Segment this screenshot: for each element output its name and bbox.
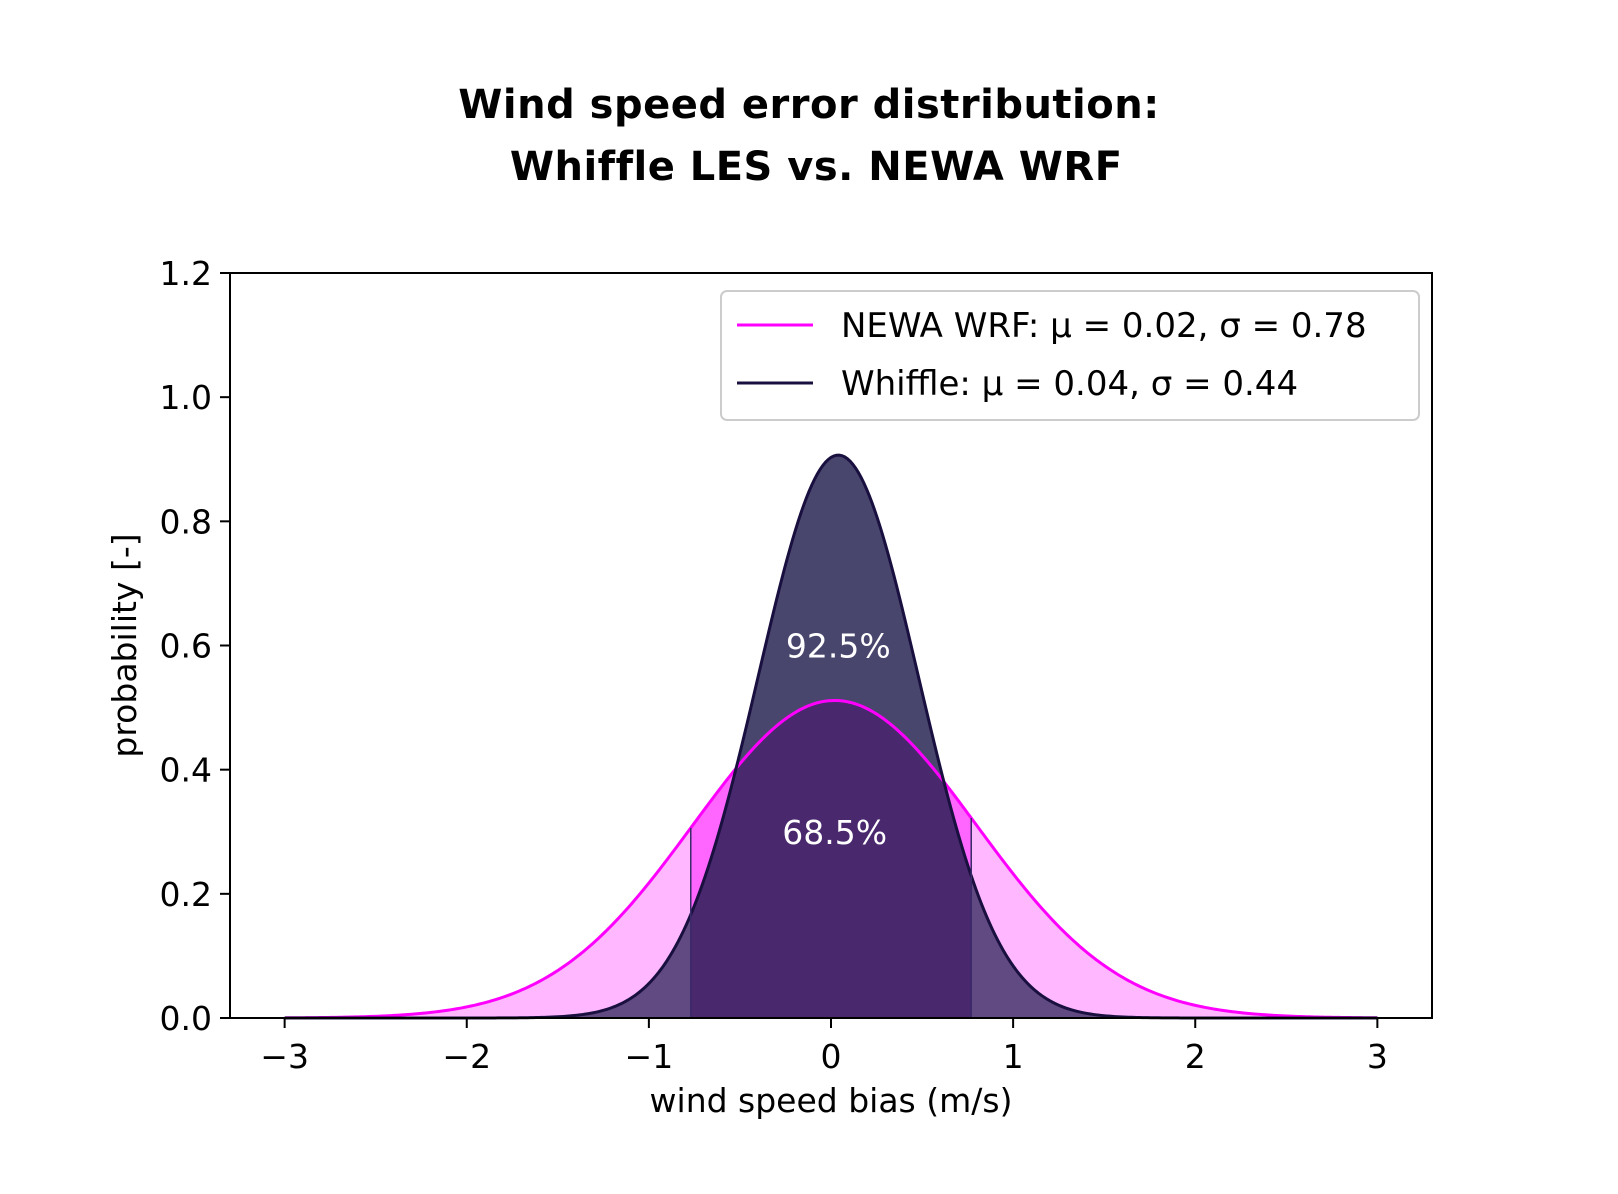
y-tick-label: 0.0 xyxy=(160,999,212,1038)
y-tick-label: 0.2 xyxy=(160,875,212,914)
y-tick-label: 1.0 xyxy=(160,378,212,417)
x-tick-label: 2 xyxy=(1185,1037,1206,1076)
title-line-2: Whiffle LES vs. NEWA WRF xyxy=(495,144,1123,190)
y-tick-label: 1.2 xyxy=(160,254,212,293)
x-axis: −3 −2 −1 0 1 2 3 xyxy=(260,1018,1388,1076)
x-tick-label: 3 xyxy=(1367,1037,1388,1076)
x-tick-label: −2 xyxy=(442,1037,491,1076)
legend-label-1: Whiffle: μ = 0.04, σ = 0.44 xyxy=(841,364,1298,404)
page-title: Wind speed error distribution: Whiffle L… xyxy=(0,74,1618,198)
area-fill-series-1 xyxy=(284,455,1378,1018)
x-axis-label: wind speed bias (m/s) xyxy=(650,1081,1013,1120)
legend: NEWA WRF: μ = 0.02, σ = 0.78 Whiffle: μ =… xyxy=(720,290,1420,421)
percent-annotation: 68.5% xyxy=(782,813,887,852)
annotations: 92.5% 68.5% xyxy=(782,627,890,852)
y-tick-label: 0.8 xyxy=(160,502,212,541)
y-tick-label: 0.4 xyxy=(160,751,212,790)
x-tick-label: −1 xyxy=(625,1037,674,1076)
title-line-1: Wind speed error distribution: xyxy=(458,82,1160,128)
percent-annotation: 92.5% xyxy=(786,627,891,666)
interval-fill-series-1 xyxy=(690,455,972,1019)
legend-box xyxy=(720,290,1420,421)
x-tick-label: −3 xyxy=(260,1037,309,1076)
y-axis-label: probability [-] xyxy=(105,533,144,757)
series-line-0 xyxy=(284,698,1378,1020)
area-fills xyxy=(284,455,1378,1019)
y-tick-label: 0.6 xyxy=(160,627,212,666)
legend-label-0: NEWA WRF: μ = 0.02, σ = 0.78 xyxy=(841,306,1367,346)
x-tick-label: 0 xyxy=(821,1037,842,1076)
x-tick-label: 1 xyxy=(1003,1037,1024,1076)
y-axis: 0.0 0.2 0.4 0.6 0.8 1.0 1.2 xyxy=(160,254,230,1038)
